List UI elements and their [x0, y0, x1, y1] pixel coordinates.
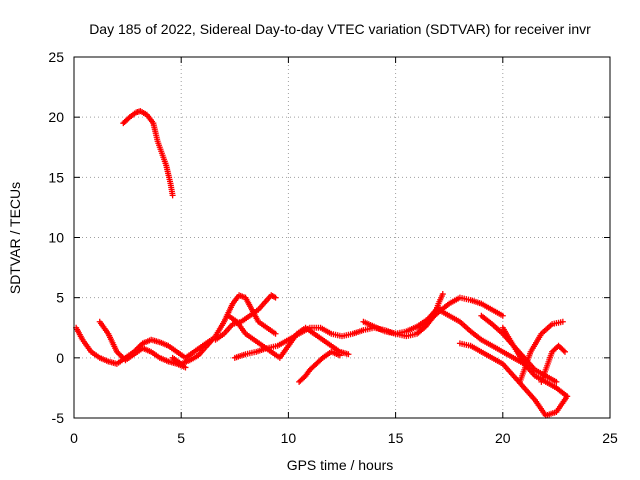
plot-frame: [73, 56, 611, 419]
data-point: [345, 351, 352, 358]
series-trace-e: [212, 292, 279, 343]
data-point: [560, 347, 567, 354]
data-points: [73, 108, 571, 419]
data-point: [559, 318, 566, 325]
y-tick-label: 0: [56, 350, 64, 366]
data-point: [499, 312, 506, 319]
y-tick-label: 15: [48, 169, 64, 185]
x-tick-label: 15: [388, 430, 404, 446]
y-tick-label: 25: [48, 49, 64, 65]
data-point: [116, 351, 123, 358]
series-trace-m: [499, 324, 571, 400]
x-tick-label: 20: [495, 430, 511, 446]
series-trace-j: [414, 294, 506, 331]
series-trace-n: [478, 312, 560, 385]
series-trace-h: [296, 348, 343, 385]
y-axis-ticks: -5 0 5 10 15 20 25: [48, 49, 610, 426]
chart-title: Day 185 of 2022, Sidereal Day-to-day VTE…: [89, 21, 591, 37]
data-point: [439, 291, 446, 298]
data-point: [561, 348, 568, 355]
data-point: [553, 378, 560, 385]
y-tick-label: -5: [52, 410, 65, 426]
data-point: [336, 352, 343, 359]
data-point: [318, 356, 325, 363]
data-point: [272, 294, 279, 301]
grid-lines: [74, 57, 610, 418]
data-point: [564, 393, 571, 400]
data-point: [272, 330, 279, 337]
series-trace-o: [516, 318, 566, 385]
data-point: [169, 192, 176, 199]
data-point: [182, 364, 189, 371]
series-trace-p: [538, 342, 568, 385]
x-axis-label: GPS time / hours: [287, 457, 394, 473]
y-tick-label: 5: [56, 290, 64, 306]
y-tick-label: 20: [48, 109, 64, 125]
series-trace-c: [120, 108, 176, 199]
series-trace-b: [96, 318, 189, 371]
y-axis-label: SDTVAR / TECUs: [7, 182, 23, 294]
x-tick-label: 5: [177, 430, 185, 446]
x-tick-label: 25: [602, 430, 618, 446]
x-tick-label: 0: [70, 430, 78, 446]
y-tick-label: 10: [48, 230, 64, 246]
x-tick-label: 10: [281, 430, 297, 446]
x-axis-ticks: 0 5 10 15 20 25: [70, 57, 618, 446]
